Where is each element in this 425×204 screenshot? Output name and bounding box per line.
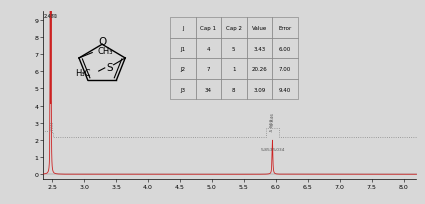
Text: 2.470: 2.470	[43, 14, 57, 19]
Text: 5.034: 5.034	[272, 147, 285, 151]
Text: H₃C: H₃C	[76, 69, 91, 78]
Text: 2.481: 2.481	[44, 14, 58, 19]
Text: CH₃: CH₃	[98, 47, 113, 56]
Text: O: O	[98, 37, 106, 47]
Text: S: S	[106, 63, 113, 73]
Text: -5.850: -5.850	[270, 118, 274, 132]
Text: 5.853: 5.853	[260, 147, 273, 151]
Text: -5.846: -5.846	[271, 112, 275, 126]
